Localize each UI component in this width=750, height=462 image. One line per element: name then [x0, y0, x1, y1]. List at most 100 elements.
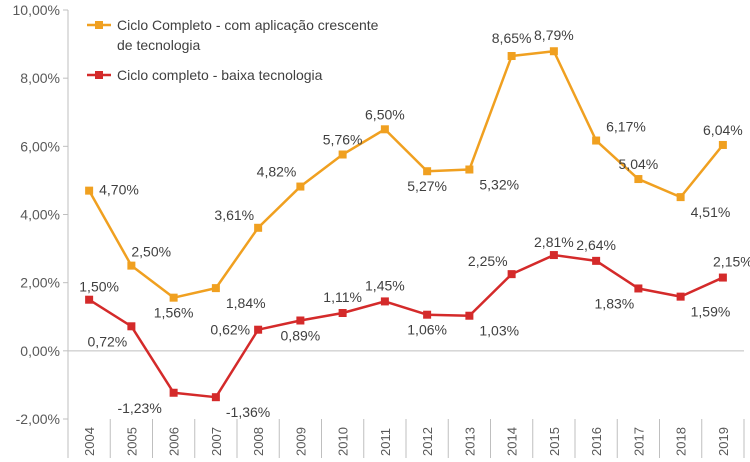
- legend-swatch-marker: [95, 21, 103, 29]
- y-tick-label: -2,00%: [16, 411, 60, 427]
- data-label: 4,51%: [691, 204, 731, 220]
- y-tick-label: 0,00%: [20, 343, 60, 359]
- data-labels: 4,70% 2,50% 1,56% 1,84% 3,61% 4,82% 5,76%6,50%…: [79, 27, 750, 420]
- data-label: 2,64%: [576, 237, 616, 253]
- y-tick-label: 10,00%: [13, 2, 60, 18]
- data-point: [634, 175, 643, 184]
- y-tick-label: 2,00%: [20, 275, 60, 291]
- data-point: [254, 325, 263, 334]
- data-point: [254, 223, 263, 232]
- data-point: [465, 311, 474, 320]
- data-label: 6,04%: [703, 122, 743, 138]
- x-tick-label: 2018: [674, 427, 689, 456]
- x-tick-label: 2019: [716, 427, 731, 456]
- data-point: [127, 322, 136, 331]
- data-label: 5,27%: [407, 178, 447, 194]
- legend: Ciclo Completo - com aplicação crescente…: [87, 17, 379, 83]
- legend-swatch-marker: [95, 71, 103, 79]
- series-line: [88, 49, 724, 299]
- data-label: 1,03%: [479, 323, 519, 339]
- data-label: 5,04%: [619, 156, 659, 172]
- data-label: 6,50%: [365, 106, 405, 122]
- y-tick-label: 6,00%: [20, 138, 60, 154]
- series-line: [88, 253, 724, 399]
- data-label: 8,65%: [492, 30, 532, 46]
- data-point: [592, 136, 601, 145]
- data-point: [85, 186, 94, 195]
- x-tick-label: 2015: [547, 427, 562, 456]
- data-label: 6,17%: [606, 119, 646, 135]
- x-tick-label: 2009: [293, 427, 308, 456]
- data-point: [127, 261, 136, 270]
- data-point: [169, 388, 178, 397]
- x-tick-label: 2008: [251, 427, 266, 456]
- x-tick-label: 2016: [589, 427, 604, 456]
- data-label: 1,56%: [154, 305, 194, 321]
- data-label: 2,15%: [713, 254, 750, 270]
- data-point: [592, 256, 601, 265]
- data-label: 2,25%: [468, 253, 508, 269]
- data-point: [676, 292, 685, 301]
- data-point: [465, 165, 474, 174]
- data-point: [549, 251, 558, 260]
- y-tick-label: 8,00%: [20, 70, 60, 86]
- data-point: [169, 293, 178, 302]
- chart-axes: 10,00% 8,00% 6,00% 4,00% 2,00% 0,00% -2,00% 200…: [13, 2, 745, 458]
- data-label: 4,70%: [99, 182, 139, 198]
- legend-label: Ciclo Completo - com aplicação crescente: [117, 17, 379, 33]
- data-point: [549, 47, 558, 56]
- data-label: 2,50%: [131, 244, 171, 260]
- x-tick-label: 2014: [505, 427, 520, 456]
- x-tick-label: 2011: [378, 428, 393, 456]
- data-label: 0,72%: [88, 333, 128, 349]
- data-point: [423, 167, 432, 176]
- data-label: 1,06%: [407, 322, 447, 338]
- data-label: 1,83%: [595, 295, 635, 311]
- data-label: 1,50%: [79, 279, 119, 295]
- series-layer: [85, 47, 727, 402]
- data-label: 1,45%: [365, 277, 405, 293]
- data-point: [296, 316, 305, 325]
- data-label: 0,89%: [281, 327, 321, 343]
- data-point: [718, 273, 727, 282]
- data-label: 3,61%: [214, 207, 254, 223]
- legend-label: Ciclo completo - baixa tecnologia: [117, 67, 323, 83]
- legend-label: de tecnologia: [117, 37, 201, 53]
- x-tick-label: 2012: [420, 427, 435, 456]
- series-2: [85, 251, 727, 402]
- data-label: 2,81%: [534, 234, 574, 250]
- data-point: [85, 295, 94, 304]
- data-label: 1,84%: [226, 295, 266, 311]
- data-label: 1,59%: [691, 304, 731, 320]
- data-label: 4,82%: [257, 164, 297, 180]
- series-1: [85, 47, 727, 302]
- data-label: -1,23%: [117, 400, 161, 416]
- data-point: [380, 125, 389, 134]
- data-point: [211, 284, 220, 293]
- data-point: [211, 393, 220, 402]
- data-point: [718, 140, 727, 149]
- x-tick-label: 2005: [124, 427, 139, 456]
- data-point: [507, 52, 516, 61]
- data-label: 8,79%: [534, 27, 574, 43]
- x-tick-label: 2004: [82, 427, 97, 456]
- x-tick-label: 2017: [631, 427, 646, 456]
- data-point: [338, 309, 347, 318]
- data-point: [423, 310, 432, 319]
- data-point: [296, 182, 305, 191]
- data-label: 5,32%: [479, 177, 519, 193]
- data-point: [676, 193, 685, 202]
- data-label: -1,36%: [226, 404, 270, 420]
- x-tick-label: 2006: [167, 427, 182, 456]
- data-label: 0,62%: [210, 322, 250, 338]
- data-label: 5,76%: [323, 132, 363, 148]
- data-point: [507, 270, 516, 279]
- data-point: [634, 284, 643, 293]
- data-point: [338, 150, 347, 159]
- x-tick-label: 2007: [209, 427, 224, 456]
- x-tick-label: 2010: [336, 427, 351, 456]
- data-point: [380, 297, 389, 306]
- x-tick-label: 2013: [462, 427, 477, 456]
- data-label: 1,11%: [323, 289, 362, 305]
